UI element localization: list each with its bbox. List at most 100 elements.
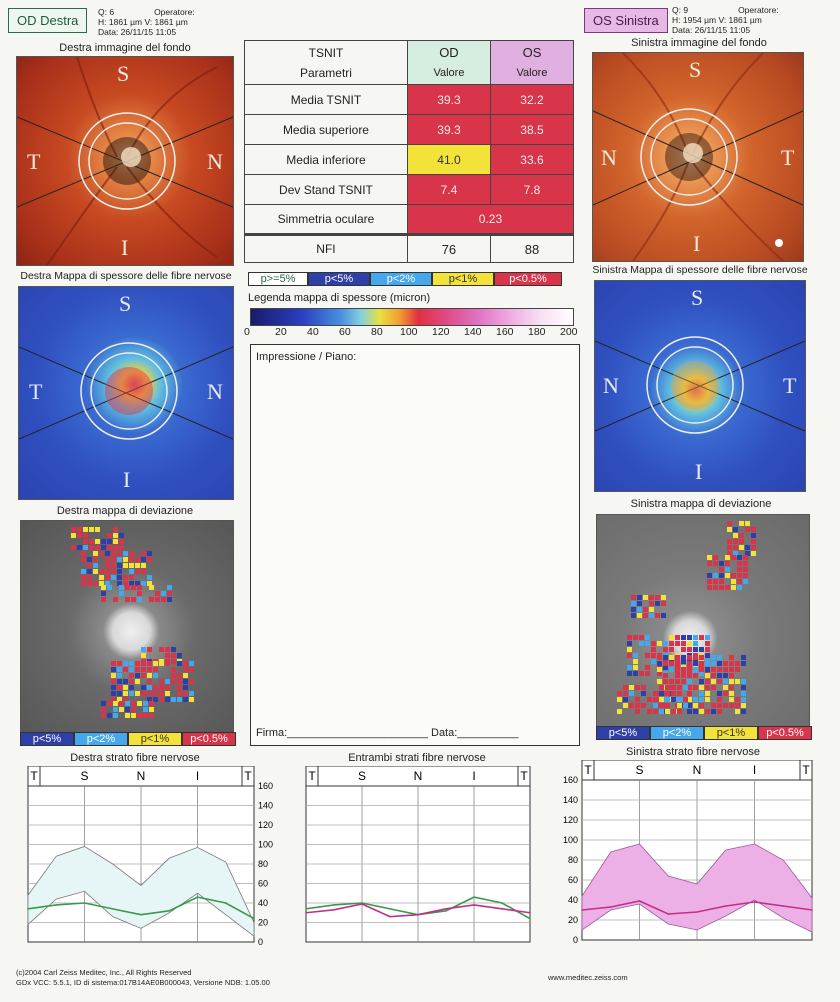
deviation-cell xyxy=(147,647,152,652)
deviation-cell xyxy=(705,691,710,696)
deviation-cell xyxy=(693,635,698,640)
deviation-cell xyxy=(81,557,86,562)
legend-p-lt-1: p<1% xyxy=(704,726,758,740)
deviation-cell xyxy=(729,667,734,672)
deviation-cell xyxy=(729,661,734,666)
deviation-cell xyxy=(713,561,718,566)
deviation-cell xyxy=(167,585,172,590)
deviation-cell xyxy=(177,661,182,666)
deviation-cell xyxy=(717,697,722,702)
chart-y-tick-label: 120 xyxy=(563,815,578,825)
deviation-cell xyxy=(635,709,640,714)
deviation-cell xyxy=(669,667,674,672)
deviation-cell xyxy=(149,701,154,706)
chart-y-tick-label: 160 xyxy=(258,781,273,791)
deviation-cell xyxy=(117,563,122,568)
deviation-cell xyxy=(623,691,628,696)
deviation-cell xyxy=(113,539,118,544)
os-quality: Q: 9 xyxy=(672,5,689,15)
deviation-cell xyxy=(743,573,748,578)
deviation-cell xyxy=(107,585,112,590)
deviation-cell xyxy=(107,533,112,538)
thickness-legend-ticks: 0 20 40 60 80 100 120 140 160 180 200 xyxy=(244,326,580,338)
deviation-cell xyxy=(729,673,734,678)
os-fundus-label-s: S xyxy=(689,57,702,82)
nfi-label: NFI xyxy=(244,234,408,263)
deviation-cell xyxy=(741,691,746,696)
deviation-cell xyxy=(713,585,718,590)
deviation-cell xyxy=(111,569,116,574)
os-thickness-map: S N T I xyxy=(594,280,806,492)
chart-y-tick-label: 100 xyxy=(258,840,273,850)
series-point xyxy=(224,902,227,904)
deviation-cell xyxy=(77,527,82,532)
deviation-cell xyxy=(141,691,146,696)
deviation-cell xyxy=(699,655,704,660)
deviation-cell xyxy=(111,563,116,568)
deviation-cell xyxy=(639,671,644,676)
deviation-cell xyxy=(643,607,648,612)
deviation-cell xyxy=(131,707,136,712)
deviation-cell xyxy=(159,679,164,684)
deviation-cell xyxy=(705,697,710,702)
deviation-cell xyxy=(113,545,118,550)
deviation-cell xyxy=(111,697,116,702)
deviation-cell xyxy=(717,655,722,660)
deviation-cell xyxy=(123,667,128,672)
series-point xyxy=(501,908,503,910)
deviation-cell xyxy=(725,573,730,578)
deviation-cell xyxy=(723,685,728,690)
deviation-cell xyxy=(733,551,738,556)
deviation-cell xyxy=(153,673,158,678)
deviation-cell xyxy=(751,533,756,538)
deviation-cell xyxy=(135,563,140,568)
deviation-cell xyxy=(741,697,746,702)
deviation-cell xyxy=(733,533,738,538)
footer-url[interactable]: www.meditec.zeiss.com xyxy=(548,973,628,982)
deviation-cell xyxy=(149,597,154,602)
deviation-cell xyxy=(101,713,106,718)
deviation-cell xyxy=(687,691,692,696)
deviation-cell xyxy=(661,613,666,618)
chart-category-label: T xyxy=(30,769,38,783)
os-fundus-caption: Sinistra immagine del fondo xyxy=(631,37,767,49)
deviation-cell xyxy=(119,585,124,590)
deviation-cell xyxy=(645,641,650,646)
deviation-cell xyxy=(107,545,112,550)
deviation-cell xyxy=(727,545,732,550)
nfi-row: NFI 76 88 xyxy=(244,234,575,263)
series-point xyxy=(811,909,813,911)
deviation-cell xyxy=(129,691,134,696)
deviation-cell xyxy=(669,647,674,652)
deviation-cell xyxy=(149,585,154,590)
deviation-cell xyxy=(189,661,194,666)
deviation-cell xyxy=(737,555,742,560)
series-point xyxy=(196,896,199,898)
deviation-cell xyxy=(693,685,698,690)
deviation-cell xyxy=(189,691,194,696)
deviation-cell xyxy=(117,673,122,678)
deviation-cell xyxy=(135,679,140,684)
deviation-cell xyxy=(717,667,722,672)
chart-category-label: T xyxy=(802,763,810,777)
deviation-cell xyxy=(733,527,738,532)
od-fundus-caption: Destra immagine del fondo xyxy=(59,42,191,54)
deviation-cell xyxy=(725,561,730,566)
footer-version: GDx VCC: 5.5.1, ID di sistema:017B14AE0B… xyxy=(16,978,270,987)
deviation-cell xyxy=(125,707,130,712)
chart-category-label: T xyxy=(244,769,252,783)
date-field[interactable]: Data:__________ xyxy=(431,727,519,739)
deviation-cell xyxy=(693,667,698,672)
deviation-cell xyxy=(723,703,728,708)
deviation-cell xyxy=(637,607,642,612)
deviation-cell xyxy=(669,641,674,646)
deviation-cell xyxy=(711,685,716,690)
deviation-cell xyxy=(711,709,716,714)
deviation-cell xyxy=(645,653,650,658)
legend-p-ge-5: p>=5% xyxy=(248,272,308,286)
deviation-cell xyxy=(135,557,140,562)
deviation-cell xyxy=(705,641,710,646)
signature-field[interactable]: Firma:_______________________ xyxy=(256,727,428,739)
deviation-cell xyxy=(101,545,106,550)
